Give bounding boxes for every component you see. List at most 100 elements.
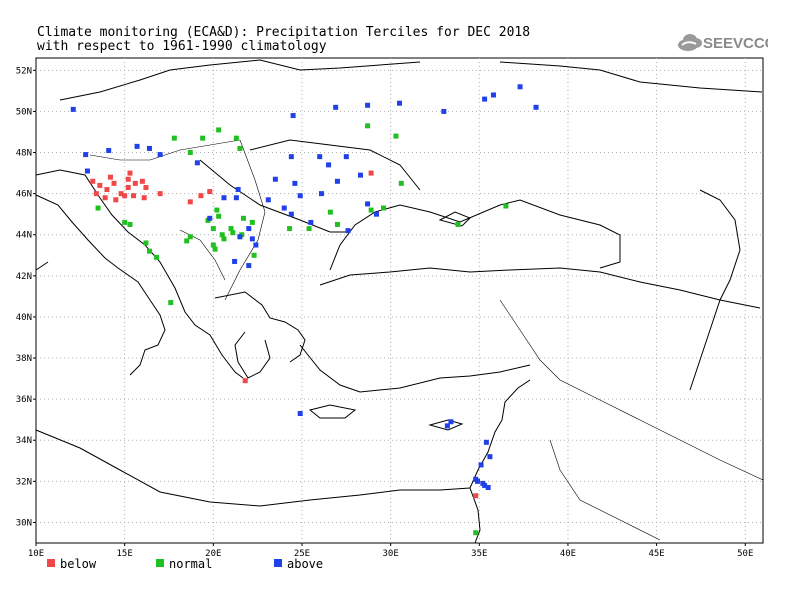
lon-tick-label: 30E — [383, 549, 399, 559]
station-normal — [398, 180, 404, 186]
station-above — [157, 152, 163, 158]
station-above — [317, 154, 323, 160]
station-above — [253, 242, 259, 248]
station-above — [237, 234, 243, 240]
station-normal — [334, 221, 340, 227]
station-below — [113, 197, 119, 203]
station-normal — [219, 232, 225, 238]
station-above — [308, 219, 314, 225]
seevccc-logo: SEEVCCC — [678, 34, 768, 52]
station-normal — [503, 203, 509, 209]
station-normal — [365, 123, 371, 129]
station-normal — [95, 205, 101, 211]
station-normal — [455, 221, 461, 227]
station-below — [368, 170, 374, 176]
station-below — [125, 176, 131, 182]
legend-label: normal — [169, 557, 213, 571]
lat-tick-label: 46N — [16, 190, 32, 200]
map-title-line-1: Climate monitoring (ECA&D): Precipitatio… — [37, 25, 531, 40]
lon-tick-label: 10E — [28, 549, 44, 559]
station-above — [365, 102, 371, 108]
lon-tick-label: 50E — [737, 549, 753, 559]
legend-swatch — [156, 559, 164, 567]
station-above — [485, 485, 491, 491]
lon-tick-label: 25E — [294, 549, 310, 559]
station-below — [473, 493, 479, 499]
station-above — [482, 96, 488, 102]
station-normal — [187, 234, 193, 240]
station-normal — [216, 127, 222, 133]
station-below — [125, 184, 131, 190]
station-below — [127, 170, 133, 176]
station-above — [318, 191, 324, 197]
legend-item-normal: normal — [156, 557, 212, 571]
station-normal — [210, 226, 216, 232]
station-normal — [237, 145, 243, 151]
station-above — [292, 180, 298, 186]
station-above — [84, 168, 90, 174]
station-above — [517, 84, 523, 90]
station-above — [221, 195, 227, 201]
station-normal — [127, 221, 133, 227]
coastlines — [35, 59, 763, 544]
lat-tick-label: 34N — [16, 436, 32, 446]
station-normal — [200, 135, 206, 141]
station-above — [265, 197, 271, 203]
station-normal — [146, 248, 152, 254]
lat-tick-label: 30N — [16, 518, 32, 528]
lat-tick-label: 42N — [16, 272, 32, 282]
station-below — [102, 195, 108, 201]
station-below — [207, 189, 213, 195]
station-above — [343, 154, 349, 160]
station-below — [139, 178, 145, 184]
station-above — [146, 145, 152, 151]
legend-swatch — [274, 559, 282, 567]
legend-swatch — [47, 559, 55, 567]
station-normal — [122, 219, 128, 225]
station-above — [134, 143, 140, 149]
station-above — [288, 211, 294, 217]
station-normal — [381, 205, 387, 211]
logo-text: SEEVCCC — [703, 35, 768, 52]
station-below — [132, 180, 138, 186]
station-above — [281, 205, 287, 211]
lat-tick-label: 52N — [16, 66, 32, 76]
lat-tick-label: 50N — [16, 107, 32, 117]
station-normal — [216, 213, 222, 219]
station-below — [242, 378, 248, 384]
station-normal — [393, 133, 399, 139]
station-above — [246, 263, 252, 269]
station-above — [333, 104, 339, 110]
legend-label: above — [287, 557, 324, 571]
station-below — [198, 193, 204, 199]
lat-tick-label: 40N — [16, 313, 32, 323]
station-normal — [228, 226, 234, 232]
station-above — [533, 104, 539, 110]
lon-tick-label: 20E — [205, 549, 221, 559]
station-normal — [327, 209, 333, 215]
station-above — [478, 462, 484, 468]
longitude-axis: 10E 15E 20E 25E 30E 35E 40E 45E 50E — [28, 543, 753, 559]
station-below — [122, 193, 128, 199]
map-title-line-2: with respect to 1961-1990 climatology — [37, 39, 327, 54]
lon-tick-label: 40E — [560, 549, 576, 559]
station-normal — [187, 150, 193, 156]
station-above — [448, 419, 454, 425]
station-below — [107, 174, 113, 180]
station-above — [487, 454, 493, 460]
latitude-axis: 52N 50N 48N 46N 44N 42N 40N 38N 36N 34N 32N 30N — [16, 66, 36, 528]
station-normal — [171, 135, 177, 141]
cloud-icon — [678, 34, 702, 51]
lon-tick-label: 15E — [117, 549, 133, 559]
station-above — [297, 193, 303, 199]
lat-tick-label: 44N — [16, 231, 32, 241]
station-above — [357, 172, 363, 178]
station-above — [326, 162, 332, 168]
station-normal — [251, 252, 257, 258]
station-normal — [230, 230, 236, 236]
station-normal — [233, 135, 239, 141]
station-above — [70, 106, 76, 112]
legend-item-above: above — [274, 557, 323, 571]
station-above — [288, 154, 294, 160]
